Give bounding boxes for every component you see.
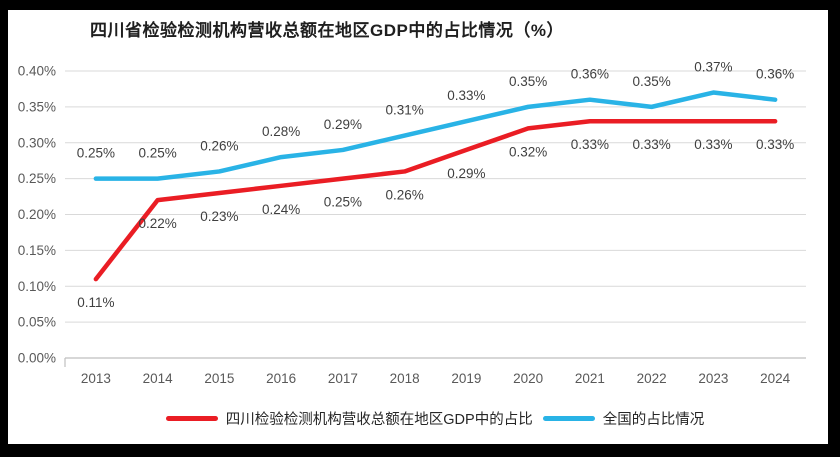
y-axis-label: 0.00% — [18, 351, 56, 366]
data-label-series-1: 0.25% — [77, 146, 115, 161]
data-label-series-0: 0.22% — [138, 216, 176, 231]
data-label-series-1: 0.28% — [262, 124, 300, 139]
chart-legend: 四川检验检测机构营收总额在地区GDP中的占比 全国的占比情况 — [8, 406, 828, 430]
x-axis-label: 2024 — [760, 371, 791, 386]
data-label-series-0: 0.33% — [571, 137, 609, 152]
x-axis-label: 2020 — [513, 371, 543, 386]
y-axis-label: 0.10% — [18, 279, 56, 294]
x-axis-label: 2022 — [637, 371, 667, 386]
data-label-series-1: 0.36% — [756, 67, 794, 82]
x-axis-label: 2017 — [328, 371, 358, 386]
screenshot-frame: 四川省检验检测机构营收总额在地区GDP中的占比情况（%） 0.00%0.05%0… — [0, 0, 840, 457]
x-axis-label: 2015 — [204, 371, 234, 386]
legend-label-sichuan: 四川检验检测机构营收总额在地区GDP中的占比 — [226, 408, 533, 429]
data-label-series-1: 0.36% — [571, 67, 609, 82]
y-axis-label: 0.15% — [18, 243, 56, 258]
data-label-series-1: 0.25% — [138, 146, 176, 161]
data-label-series-1: 0.35% — [632, 74, 670, 89]
data-label-series-1: 0.29% — [324, 117, 362, 132]
legend-label-national: 全国的占比情况 — [603, 408, 705, 429]
legend-marker-sichuan-line — [166, 416, 218, 421]
legend-item-national: 全国的占比情况 — [543, 408, 705, 429]
data-label-series-0: 0.23% — [200, 209, 238, 224]
data-label-series-0: 0.11% — [77, 295, 114, 310]
data-label-series-0: 0.32% — [509, 144, 547, 159]
data-label-series-0: 0.24% — [262, 202, 300, 217]
data-label-series-1: 0.31% — [385, 103, 423, 118]
legend-item-sichuan: 四川检验检测机构营收总额在地区GDP中的占比 — [166, 408, 533, 429]
line-chart-plot: 0.00% 0.05% 0.10% 0.15% 0.20% 0.25% 0.30% 0.35%… — [8, 10, 828, 400]
data-label-series-1: 0.26% — [200, 138, 238, 153]
data-label-series-1: 0.35% — [509, 74, 547, 89]
data-label-series-1: 0.37% — [694, 60, 732, 75]
series-line-0 — [96, 121, 775, 279]
series-line-1 — [96, 93, 775, 179]
x-axis-label: 2021 — [575, 371, 605, 386]
data-label-series-0: 0.29% — [447, 166, 485, 181]
legend-marker-national-line — [543, 416, 595, 421]
x-axis-label: 2019 — [451, 371, 481, 386]
x-axis-label: 2018 — [390, 371, 420, 386]
data-label-series-0: 0.26% — [385, 187, 423, 202]
x-axis-label: 2016 — [266, 371, 296, 386]
y-axis-label: 0.30% — [18, 135, 56, 150]
data-label-series-0: 0.33% — [756, 137, 794, 152]
data-label-series-0: 0.33% — [694, 137, 732, 152]
y-axis-label: 0.05% — [18, 315, 56, 330]
y-axis-label: 0.20% — [18, 207, 56, 222]
chart-canvas: 四川省检验检测机构营收总额在地区GDP中的占比情况（%） 0.00%0.05%0… — [8, 10, 828, 444]
data-label-series-1: 0.33% — [447, 88, 485, 103]
y-axis-label: 0.25% — [18, 171, 56, 186]
x-axis-label: 2023 — [698, 371, 728, 386]
data-label-series-0: 0.25% — [324, 195, 362, 210]
x-axis-label: 2014 — [143, 371, 174, 386]
y-axis-label: 0.40% — [18, 64, 56, 79]
x-axis-label: 2013 — [81, 371, 111, 386]
data-label-series-0: 0.33% — [632, 137, 670, 152]
y-axis-label: 0.35% — [18, 99, 56, 114]
